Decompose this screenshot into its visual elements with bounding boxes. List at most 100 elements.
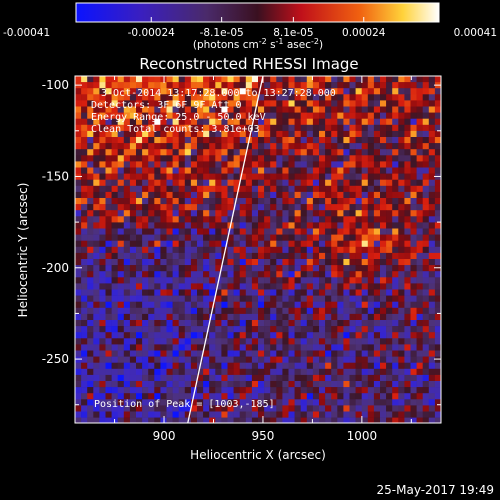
heatmap-pixel (380, 112, 387, 119)
heatmap-pixel (270, 149, 277, 156)
heatmap-pixel (410, 240, 417, 248)
heatmap-pixel (233, 295, 240, 302)
heatmap-pixel (154, 320, 161, 327)
heatmap-pixel (373, 222, 381, 229)
heatmap-pixel (288, 161, 295, 168)
heatmap-pixel (117, 326, 125, 333)
heatmap-pixel (160, 277, 167, 284)
heatmap-pixel (410, 277, 417, 284)
heatmap-pixel (392, 393, 399, 400)
heatmap-pixel (184, 185, 192, 193)
heatmap-pixel (331, 381, 338, 388)
heatmap-pixel (392, 167, 399, 174)
heatmap-pixel (75, 277, 82, 284)
heatmap-pixel (337, 399, 344, 406)
heatmap-pixel (245, 289, 253, 296)
heatmap-pixel (172, 167, 179, 174)
heatmap-pixel (172, 112, 179, 119)
heatmap-pixel (319, 204, 326, 211)
heatmap-pixel (111, 222, 118, 229)
heatmap-pixel (264, 259, 271, 266)
heatmap-pixel (148, 387, 155, 394)
heatmap-pixel (87, 252, 94, 260)
heatmap-pixel (270, 313, 277, 321)
heatmap-pixel (209, 240, 216, 248)
heatmap-pixel (343, 313, 350, 321)
heatmap-pixel (428, 167, 436, 174)
heatmap-pixel (221, 271, 228, 278)
heatmap-pixel (410, 204, 417, 211)
heatmap-pixel (136, 246, 143, 254)
heatmap-pixel (404, 399, 411, 406)
heatmap-pixel (312, 350, 320, 357)
heatmap-pixel (331, 344, 338, 351)
heatmap-pixel (343, 301, 350, 309)
heatmap-pixel (190, 320, 198, 327)
heatmap-pixel (306, 143, 314, 150)
heatmap-pixel (75, 374, 82, 382)
heatmap-pixel (197, 417, 204, 423)
heatmap-pixel (288, 338, 295, 345)
heatmap-pixel (154, 374, 161, 382)
heatmap-pixel (306, 106, 314, 113)
heatmap-pixel (312, 259, 320, 266)
heatmap-pixel (129, 289, 137, 296)
heatmap-pixel (75, 161, 82, 168)
heatmap-pixel (416, 173, 423, 180)
heatmap-pixel (123, 143, 131, 150)
heatmap-pixel (373, 277, 381, 284)
heatmap-pixel (312, 417, 320, 423)
heatmap-pixel (105, 143, 112, 150)
heatmap-pixel (264, 124, 271, 132)
heatmap-pixel (172, 338, 179, 345)
heatmap-pixel (148, 289, 155, 296)
heatmap-pixel (386, 338, 393, 345)
heatmap-pixel (123, 149, 131, 156)
heatmap-pixel (386, 246, 393, 254)
heatmap-pixel (190, 271, 198, 278)
heatmap-pixel (349, 106, 356, 113)
heatmap-pixel (434, 271, 441, 278)
heatmap-pixel (288, 320, 295, 327)
heatmap-pixel (355, 143, 362, 150)
heatmap-pixel (123, 411, 131, 418)
heatmap-pixel (392, 100, 399, 107)
heatmap-pixel (111, 332, 118, 339)
heatmap-pixel (203, 155, 210, 162)
heatmap-pixel (233, 362, 240, 370)
heatmap-pixel (203, 271, 210, 278)
heatmap-pixel (258, 228, 265, 235)
heatmap-pixel (197, 106, 204, 113)
heatmap-pixel (276, 265, 283, 272)
heatmap-pixel (160, 185, 167, 193)
heatmap-pixel (190, 246, 198, 254)
heatmap-pixel (215, 387, 222, 394)
heatmap-pixel (258, 356, 265, 363)
heatmap-pixel (154, 94, 161, 101)
heatmap-pixel (154, 313, 161, 321)
heatmap-pixel (215, 216, 222, 223)
heatmap-pixel (410, 326, 417, 333)
heatmap-pixel (294, 228, 301, 235)
heatmap-pixel (172, 130, 179, 138)
heatmap-pixel (123, 387, 131, 394)
heatmap-pixel (416, 307, 423, 315)
heatmap-pixel (87, 130, 94, 138)
heatmap-pixel (410, 350, 417, 357)
heatmap-pixel (136, 252, 143, 260)
heatmap-pixel (294, 234, 301, 241)
heatmap-pixel (331, 198, 338, 205)
heatmap-pixel (81, 252, 88, 260)
heatmap-pixel (264, 411, 271, 418)
heatmap-pixel (331, 100, 338, 107)
heatmap-pixel (203, 143, 210, 150)
heatmap-pixel (117, 216, 125, 223)
heatmap-pixel (172, 356, 179, 363)
heatmap-pixel (105, 191, 112, 199)
heatmap-pixel (117, 374, 125, 382)
heatmap-pixel (258, 106, 265, 113)
heatmap-pixel (99, 350, 106, 357)
heatmap-pixel (258, 167, 265, 174)
heatmap-pixel (93, 82, 100, 89)
heatmap-pixel (337, 149, 344, 156)
